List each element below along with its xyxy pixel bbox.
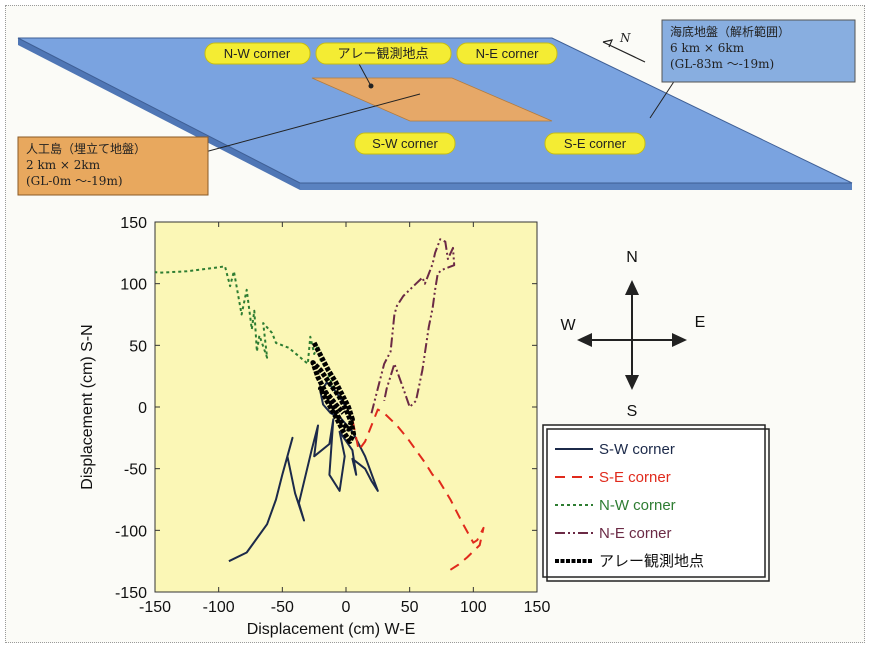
- compass: N S W E: [560, 249, 705, 420]
- legend-label-0: S-W corner: [599, 441, 675, 458]
- compass-east-label: E: [695, 314, 706, 331]
- svg-text:(GL-83m 〜-19m): (GL-83m 〜-19m): [670, 57, 774, 71]
- island-surface: [311, 77, 553, 122]
- compass-north-label: N: [626, 249, 638, 266]
- svg-text:海底地盤（解析範囲）: 海底地盤（解析範囲）: [670, 24, 790, 39]
- series-line-4: [310, 341, 357, 444]
- legend: S-W corner S-E corner N-W corner N-E corner…: [542, 424, 770, 582]
- displacement-chart: -150 -100 -50 0 50 100 150 -150 -100 -50 0 50 100 150…: [79, 215, 770, 638]
- series-lines: [155, 238, 485, 571]
- svg-text:2 km × 2km: 2 km × 2km: [26, 158, 101, 172]
- x-tick-label: 100: [460, 599, 487, 616]
- svg-text:6 km × 6km: 6 km × 6km: [670, 41, 745, 55]
- x-tick-label: -100: [203, 599, 235, 616]
- y-tick-label: 100: [120, 277, 147, 294]
- svg-text:N-W corner: N-W corner: [224, 46, 291, 61]
- y-tick-label: 0: [138, 400, 147, 417]
- legend-label-2: N-W corner: [599, 497, 676, 514]
- x-tick-label: 50: [401, 599, 419, 616]
- compass-west-label: W: [560, 317, 576, 334]
- y-tick-label: -50: [124, 462, 147, 479]
- ne-corner-label: N-E corner: [456, 42, 558, 65]
- y-axis-label: Displacement (cm) S-N: [79, 324, 96, 489]
- seabed-description-box: 海底地盤（解析範囲） 6 km × 6km (GL-83m 〜-19m): [661, 19, 856, 83]
- se-corner-label: S-E corner: [544, 132, 646, 155]
- nw-corner-label: N-W corner: [204, 42, 311, 65]
- series-line-3: [370, 238, 456, 414]
- svg-text:S-W corner: S-W corner: [372, 136, 438, 151]
- y-tick-label: 50: [129, 338, 147, 355]
- island-description-box: 人工島（埋立て地盤） 2 km × 2km (GL-0m 〜-19m): [17, 136, 209, 196]
- svg-text:(GL-0m 〜-19m): (GL-0m 〜-19m): [26, 174, 123, 188]
- seabed-slab-front: [18, 38, 300, 190]
- x-tick-label: 0: [342, 599, 351, 616]
- legend-label-1: S-E corner: [599, 469, 671, 486]
- legend-label-3: N-E corner: [599, 525, 672, 542]
- sw-corner-label: S-W corner: [354, 132, 456, 155]
- x-axis-label: Displacement (cm) W-E: [247, 621, 416, 638]
- series-line-1: [351, 408, 485, 571]
- series-line-2: [155, 265, 341, 402]
- x-tick-label: 150: [524, 599, 551, 616]
- svg-text:アレー観測地点: アレー観測地点: [337, 46, 428, 61]
- array-point-label: アレー観測地点: [315, 42, 452, 65]
- series-line-0: [228, 381, 379, 563]
- north-arrow-label: N: [619, 31, 631, 45]
- y-tick-label: -150: [115, 585, 147, 602]
- y-tick-label: -100: [115, 523, 147, 540]
- x-tick-label: -50: [271, 599, 294, 616]
- axis-ticks: -150 -100 -50 0 50 100 150 -150 -100 -50 0 50 100 150: [115, 215, 550, 616]
- svg-text:N-E corner: N-E corner: [476, 46, 540, 61]
- y-tick-label: 150: [120, 215, 147, 232]
- svg-text:人工島（埋立て地盤）: 人工島（埋立て地盤）: [26, 141, 146, 156]
- north-arrow: N: [602, 31, 646, 63]
- x-tick-label: -150: [139, 599, 171, 616]
- legend-label-4: アレー観測地点: [599, 553, 704, 570]
- site-diagram: N N-W corner アレー観測地点 N-E corner S-W corn…: [17, 19, 856, 196]
- svg-text:S-E corner: S-E corner: [564, 136, 627, 151]
- seabed-slab-right: [300, 183, 852, 190]
- compass-south-label: S: [627, 403, 638, 420]
